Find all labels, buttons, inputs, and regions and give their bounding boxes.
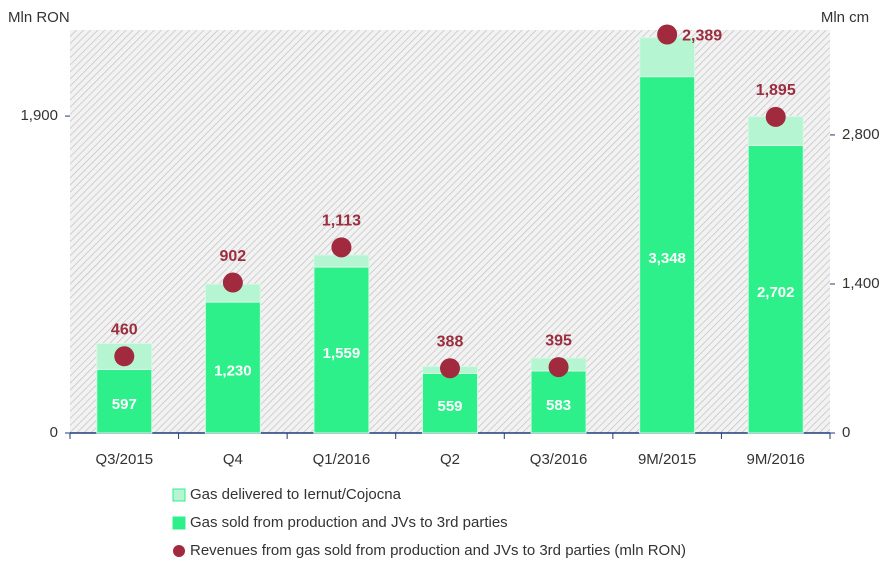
x-tick-label: 9M/2016	[747, 451, 805, 468]
y-axis-label: Mln RON	[8, 9, 70, 26]
dot-label: 2,389	[682, 28, 722, 45]
y-tick-label: 0	[50, 424, 58, 441]
x-tick-label: Q4	[223, 451, 243, 468]
dot	[331, 237, 352, 258]
dot	[114, 346, 135, 367]
legend-label: Gas sold from production and JVs to 3rd …	[190, 514, 508, 531]
x-tick-label: Q1/2016	[313, 451, 371, 468]
dot-label: 388	[437, 333, 464, 350]
bar-label: 597	[112, 396, 137, 413]
dot	[222, 272, 243, 293]
y2-tick-label: 1,400	[842, 275, 880, 292]
dot-label: 395	[545, 332, 572, 349]
y2-tick-label: 0	[842, 424, 850, 441]
dot-label: 902	[220, 248, 247, 265]
dot	[765, 106, 786, 127]
dot	[548, 357, 569, 378]
bar-label: 583	[546, 397, 571, 414]
bar	[96, 368, 153, 434]
dot	[440, 358, 460, 379]
y2-tick-label: 2,800	[842, 126, 880, 143]
bar-label: 559	[437, 398, 462, 415]
dot-label: 1,113	[322, 213, 361, 230]
bar	[639, 76, 696, 434]
bar-label: 1,559	[323, 345, 361, 362]
bar-label: 2,702	[757, 284, 795, 301]
legend-label: Revenues from gas sold from production a…	[190, 542, 686, 559]
bar	[204, 301, 261, 434]
dot	[657, 24, 678, 45]
bar-label: 3,348	[648, 250, 686, 267]
legend-marker	[172, 516, 186, 530]
bar-label: 1,230	[214, 363, 252, 380]
x-tick-label: Q3/2016	[530, 451, 588, 468]
x-tick-label: Q3/2015	[96, 451, 154, 468]
y2-axis-label: Mln cm	[821, 9, 869, 26]
dot-label: 460	[111, 321, 138, 338]
dot-label: 1,895	[756, 82, 796, 99]
y-tick-label: 1,900	[20, 107, 58, 124]
legend-marker	[173, 545, 185, 557]
x-tick-label: Q2	[440, 451, 460, 468]
bar	[422, 372, 478, 434]
legend-label: Gas delivered to Iernut/Cojocna	[190, 486, 402, 503]
bar	[530, 370, 587, 434]
legend-marker	[172, 488, 186, 502]
x-tick-label: 9M/2015	[638, 451, 696, 468]
bar	[313, 266, 370, 434]
